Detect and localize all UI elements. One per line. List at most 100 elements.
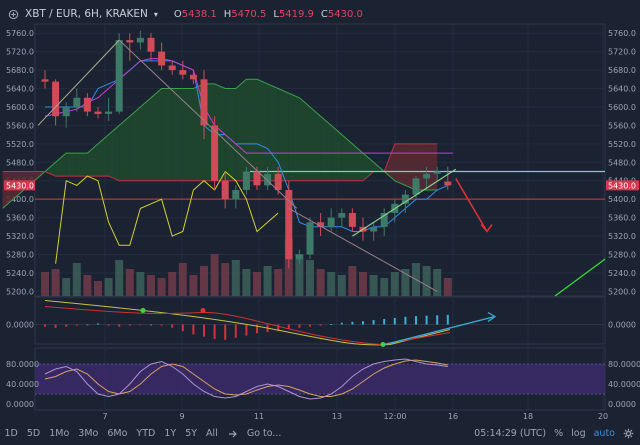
symbol-label[interactable]: XBT / EUR, 6H, KRAKEN (25, 8, 148, 20)
auto-toggle[interactable]: auto (593, 428, 615, 439)
time-tick: 11 (254, 412, 264, 421)
range-1y[interactable]: 1Y (164, 428, 177, 439)
volume-bar (115, 260, 124, 296)
stoch-band (35, 364, 605, 394)
candle-body (317, 222, 325, 227)
range-5y[interactable]: 5Y (185, 428, 198, 439)
candle-body (158, 51, 166, 66)
price-tick-left: 5640.0 (6, 85, 34, 94)
candle-body (41, 79, 49, 82)
price-tick-left: 5520.0 (6, 140, 34, 149)
candle-body (136, 37, 144, 43)
close-label: C (320, 8, 328, 20)
price-tick-right: 5240.0 (608, 269, 636, 278)
candle-body (253, 171, 261, 186)
volume-bar (369, 275, 378, 296)
volume-bar (359, 272, 367, 296)
ichimoku-cloud-segment (394, 143, 406, 186)
goto-button[interactable]: Go to... (246, 428, 282, 439)
macd-arrowhead (487, 311, 497, 322)
volume-bar (327, 272, 336, 296)
price-tick-left: 5600.0 (6, 103, 34, 112)
volume-bar (443, 278, 452, 296)
macd-histogram-bar (75, 324, 78, 326)
time-tick: 16 (448, 412, 458, 421)
macd-histogram-bar (309, 324, 311, 327)
drawn-trendline (37, 39, 120, 126)
gear-icon[interactable] (623, 428, 634, 439)
macd-cross-marker (380, 342, 386, 347)
macd-histogram-bar (128, 324, 131, 326)
percent-toggle[interactable]: % (554, 428, 564, 439)
price-tick-right: 5680.0 (608, 66, 636, 75)
volume-bar (157, 278, 166, 296)
price-tick-left: 5760.0 (6, 29, 34, 38)
macd-histogram-bar (256, 324, 258, 334)
volume-bar (178, 263, 187, 296)
ichimoku-cloud-segment (246, 79, 257, 181)
ichimoku-cloud-segment (299, 97, 310, 181)
ichimoku-cloud-segment (66, 153, 77, 177)
candle-body (52, 81, 60, 117)
macd-histogram-bar (203, 324, 205, 337)
macd-histogram-bar (160, 324, 163, 326)
utc-clock[interactable]: 05:14:29 (UTC) (474, 428, 547, 439)
ichimoku-cloud-segment (140, 97, 151, 181)
ichimoku-cloud-segment (267, 83, 279, 181)
goto-date-icon[interactable] (228, 429, 238, 439)
chart-canvas[interactable]: 5760.0 5760.0 5720.0 5720.0 5680.0 5680.0 5640… (0, 0, 640, 422)
price-tick-left: 5240.0 (6, 269, 34, 278)
panel-frame-1 (34, 296, 606, 345)
candle-body (115, 40, 123, 112)
candle-body (264, 173, 272, 186)
macd-histogram-bar (340, 322, 343, 325)
candle-body (370, 226, 378, 232)
drawn-trendline (118, 39, 298, 209)
macd-histogram-bar (86, 324, 89, 326)
stoch-tick-right: 0.0000 (608, 400, 636, 409)
bottom-toolbar: 1D 5D 1Mo 3Mo 6Mo YTD 1Y 5Y All Go to...… (0, 422, 640, 445)
macd-histogram-bar (277, 324, 280, 332)
chevron-down-icon[interactable]: ▾ (153, 9, 158, 19)
macd-histogram-bar (97, 323, 99, 325)
price-tag-left (4, 180, 35, 191)
compare-icon[interactable] (8, 9, 19, 20)
candle-body (242, 171, 250, 190)
senkou-span-a-line (2, 78, 438, 209)
macd-histogram-bar (287, 324, 290, 329)
macd-histogram-bar (245, 324, 248, 336)
ichimoku-cloud-segment (320, 116, 332, 181)
volume-bar (253, 272, 261, 296)
volume-bar (94, 281, 102, 296)
range-1mo[interactable]: 1Mo (49, 428, 70, 439)
candle-body (423, 173, 431, 179)
price-tick-left: 5480.0 (6, 158, 34, 167)
range-6mo[interactable]: 6Mo (107, 428, 128, 439)
ichimoku-cloud-segment (341, 134, 353, 181)
macd-histogram-bar (393, 317, 396, 325)
volume-bar (231, 260, 240, 296)
log-toggle[interactable]: log (571, 428, 586, 439)
volume-bar (200, 266, 208, 296)
volume-bar (306, 260, 314, 296)
range-1d[interactable]: 1D (4, 428, 18, 439)
price-tick-right: 5280.0 (608, 251, 636, 260)
candle-body (211, 125, 219, 181)
volume-bar (210, 254, 219, 296)
ichimoku-cloud-segment (129, 106, 141, 181)
range-5d[interactable]: 5D (26, 428, 41, 439)
volume-bar (125, 269, 134, 296)
price-tick-right: 5560.0 (608, 121, 636, 130)
volume-bar (390, 272, 399, 296)
macd-histogram-bar (44, 324, 46, 327)
range-ytd[interactable]: YTD (136, 428, 156, 439)
volume-bar (316, 269, 325, 296)
range-all[interactable]: All (206, 428, 218, 439)
candle-body (189, 74, 197, 80)
ichimoku-cloud-segment (235, 79, 247, 181)
price-tick-right: 5320.0 (608, 232, 636, 241)
candle-body (168, 65, 176, 71)
range-3mo[interactable]: 3Mo (78, 428, 99, 439)
macd-histogram-bar (298, 324, 301, 328)
price-tick-left: 5720.0 (6, 48, 34, 57)
